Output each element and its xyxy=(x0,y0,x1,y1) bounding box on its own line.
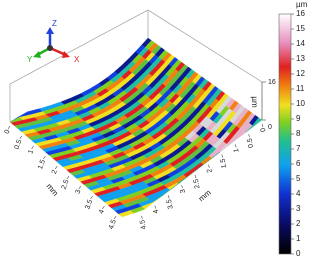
x-tick-label: 0 xyxy=(4,129,12,135)
x-tick xyxy=(54,165,58,170)
x-tick xyxy=(78,185,82,190)
colorbar-label: µm xyxy=(296,0,308,9)
colorbar-tick-label: 16 xyxy=(296,9,305,18)
y-tick-label: 1.5 xyxy=(220,158,229,169)
z-axis-label: µm xyxy=(250,96,259,108)
colorbar-tick-label: 2 xyxy=(296,219,301,228)
x-tick-label: 2 xyxy=(51,169,59,175)
x-tick xyxy=(19,135,23,140)
y-tick xyxy=(181,185,183,189)
x-tick-label: 2.5 xyxy=(61,179,71,191)
colorbar-tick-label: 10 xyxy=(296,99,305,108)
surface-chart: Z X Y µm µm mm mm 0123456789101112131415… xyxy=(4,0,308,258)
z-tick-label: 0 xyxy=(268,124,272,131)
y-tick-label: 4.5 xyxy=(139,219,148,230)
x-tick xyxy=(31,145,34,150)
colorbar-tick-label: 0 xyxy=(296,249,301,258)
colorbar-tick-label: 5 xyxy=(296,174,301,183)
y-label: Y xyxy=(27,55,33,64)
surface-patch xyxy=(245,125,254,133)
x-tick-label: 1 xyxy=(27,149,35,155)
surface xyxy=(9,37,263,218)
colorbar-tick-label: 1 xyxy=(296,234,301,243)
z-label: Z xyxy=(52,19,57,28)
colorbar-tick-label: 14 xyxy=(296,39,305,48)
y-tick xyxy=(154,205,157,209)
y-tick-label: 0 xyxy=(260,127,268,132)
origin xyxy=(47,45,53,51)
x-tick-label: 3 xyxy=(74,189,82,195)
y-tick xyxy=(208,164,210,168)
x-tick-label: 0.5 xyxy=(14,139,24,151)
x-tick xyxy=(113,215,117,220)
x-axis-label: mm xyxy=(45,182,61,198)
y-tick xyxy=(221,154,224,158)
x-tick xyxy=(66,175,70,180)
colorbar-tick-label: 4 xyxy=(296,189,301,198)
y-tick xyxy=(234,144,237,148)
y-tick xyxy=(261,123,264,128)
y-tick xyxy=(141,215,143,219)
y-tick xyxy=(248,134,250,138)
x-label: X xyxy=(74,55,80,64)
y-tick-label: 4 xyxy=(153,209,161,214)
surface-patch xyxy=(118,210,134,218)
colorbar-tick-label: 6 xyxy=(296,159,301,168)
colorbar-tick-label: 11 xyxy=(296,84,305,93)
y-axis-label: mm xyxy=(197,188,213,204)
y-tick-label: 3 xyxy=(179,188,187,193)
y-tick xyxy=(194,174,197,179)
x-tick xyxy=(102,205,105,210)
colorbar-tick-label: 7 xyxy=(296,144,301,153)
y-tick-label: 2.5 xyxy=(193,178,202,189)
x-tick xyxy=(7,125,11,130)
y-tick-label: 2 xyxy=(206,168,214,173)
colorbar-tick-label: 8 xyxy=(296,129,301,138)
colorbar xyxy=(278,13,292,255)
y-arrowhead xyxy=(33,51,41,58)
y-tick-label: 0.5 xyxy=(246,137,255,148)
y-tick-label: 3.5 xyxy=(166,199,175,210)
colorbar-tick-label: 3 xyxy=(296,204,301,213)
x-tick xyxy=(90,195,93,200)
triad: Z X Y xyxy=(27,19,80,64)
z-tick-label: 16 xyxy=(268,79,276,86)
x-tick-label: 3.5 xyxy=(84,199,94,211)
x-tick-label: 1.5 xyxy=(37,159,47,171)
x-tick xyxy=(43,155,46,160)
x-tick-label: 4.5 xyxy=(108,219,118,231)
x-arrowhead xyxy=(62,51,70,58)
colorbar-tick-label: 15 xyxy=(296,24,305,33)
colorbar-tick-label: 9 xyxy=(296,114,301,123)
colorbar-tick-label: 12 xyxy=(296,69,305,78)
colorbar-tick-label: 13 xyxy=(296,54,305,63)
z-arrowhead xyxy=(46,27,54,34)
x-tick-label: 4 xyxy=(98,209,106,215)
y-tick-label: 1 xyxy=(233,148,241,153)
y-tick xyxy=(167,195,170,199)
